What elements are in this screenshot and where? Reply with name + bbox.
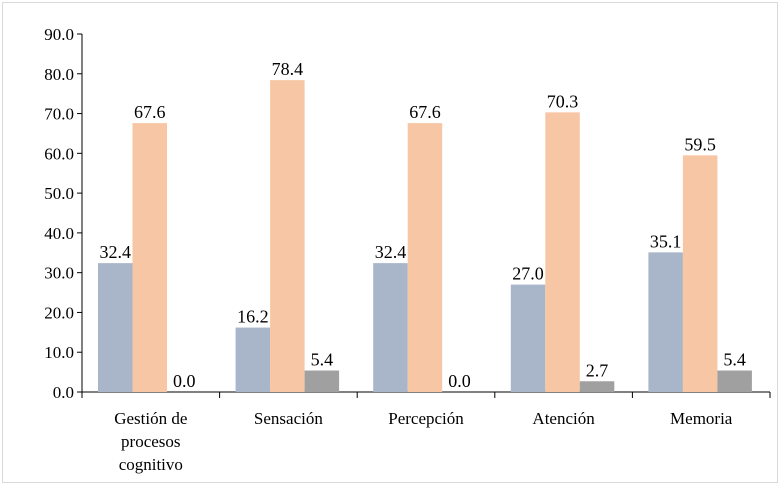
category-label: Memoria <box>670 409 733 428</box>
category-label-line: Atención <box>532 409 595 428</box>
bar-value-label: 0.0 <box>448 371 471 391</box>
category-label: Gestión de procesos cognitivo <box>114 409 187 474</box>
bars <box>98 80 752 393</box>
bar <box>407 123 443 392</box>
category-label: Sensación <box>254 409 323 428</box>
bar <box>373 263 408 392</box>
bar <box>270 80 305 393</box>
bar <box>132 123 167 392</box>
bar-value-label: 5.4 <box>311 350 334 370</box>
category-label-line: Memoria <box>670 409 733 428</box>
bar-value-label: 59.5 <box>684 134 716 154</box>
y-tick-label: 70.0 <box>44 105 74 124</box>
bar <box>235 327 271 392</box>
bar <box>510 284 546 392</box>
bar <box>98 263 133 392</box>
y-tick-label: 50.0 <box>44 184 74 203</box>
bar-value-label: 32.4 <box>375 242 407 262</box>
category-label-line: procesos <box>121 432 180 451</box>
bar-value-label: 67.6 <box>409 102 441 122</box>
y-tick-labels: 0.0 10.0 20.0 30.0 40.0 50.0 60.0 70.0 80.0 90.0 <box>44 25 74 402</box>
y-tick-label: 30.0 <box>44 264 74 283</box>
y-tick-label: 60.0 <box>44 144 74 163</box>
bar-value-label: 32.4 <box>100 242 132 262</box>
bar <box>545 112 580 393</box>
bar-value-label: 16.2 <box>237 307 269 327</box>
y-tick-label: 10.0 <box>44 343 74 362</box>
bar-value-label: 0.0 <box>173 371 196 391</box>
data-labels: 32.4 16.2 32.4 27.0 35.1 67.6 78.4 67.6 70.3 59.5… <box>100 59 746 391</box>
bar <box>717 370 752 392</box>
bar-value-label: 78.4 <box>272 59 304 79</box>
bar <box>648 252 683 392</box>
bar-value-label: 70.3 <box>547 91 579 111</box>
bar-value-label: 2.7 <box>586 360 609 380</box>
category-label: Percepción <box>388 409 464 428</box>
category-label-line: Percepción <box>388 409 464 428</box>
bar-value-label: 27.0 <box>512 264 544 284</box>
y-tick-label: 90.0 <box>44 25 74 44</box>
y-tick-label: 0.0 <box>53 383 74 402</box>
category-label-line: Gestión de <box>114 409 187 428</box>
bar <box>682 155 718 392</box>
y-tick-label: 80.0 <box>44 65 74 84</box>
category-label: Atención <box>532 409 595 428</box>
bar <box>304 370 340 392</box>
y-tick-label: 20.0 <box>44 303 74 322</box>
bar <box>579 381 615 392</box>
bar-value-label: 67.6 <box>134 102 166 122</box>
y-tick-label: 40.0 <box>44 224 74 243</box>
category-labels: Gestión de procesos cognitivo Sensación Perc… <box>114 409 733 474</box>
bar-value-label: 5.4 <box>723 350 746 370</box>
category-label-line: Sensación <box>254 409 323 428</box>
category-label-line: cognitivo <box>119 455 183 474</box>
bar-value-label: 35.1 <box>650 231 682 251</box>
